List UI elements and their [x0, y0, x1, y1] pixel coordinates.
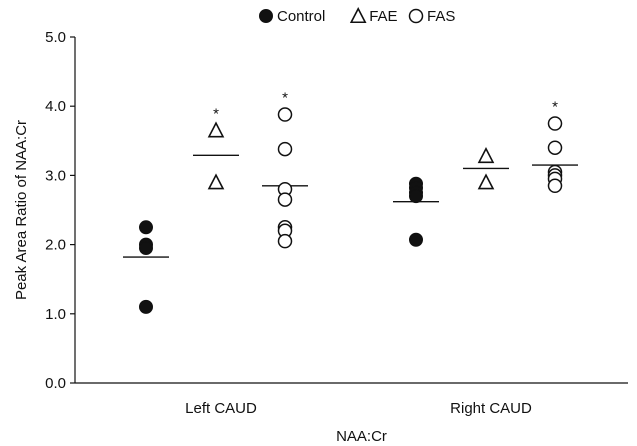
legend-label-fas: FAS: [427, 8, 455, 25]
significance-marker: *: [282, 90, 288, 107]
y-tick-label: 5.0: [45, 29, 66, 46]
data-point-fas: [277, 192, 293, 207]
significance-markers: * * *: [213, 90, 558, 123]
data-point-fas: [547, 178, 563, 194]
legend-label-control: Control: [277, 8, 325, 25]
significance-marker: *: [552, 99, 558, 116]
mean-lines: [123, 154, 578, 258]
data-point-fas: [277, 141, 293, 157]
data-point-control: [139, 220, 153, 235]
legend-marker-control: [259, 9, 273, 23]
chart-legend: Control FAE FAS: [259, 7, 455, 25]
legend-label-fae: FAE: [369, 8, 397, 25]
data-point-fas: [277, 233, 293, 249]
x-axis-title: NAA:Cr: [336, 428, 387, 445]
significance-marker: *: [213, 105, 219, 122]
legend-marker-fae: [349, 7, 367, 24]
data-point-fae: [207, 173, 225, 190]
data-point-fas: [547, 116, 563, 131]
y-tick-label: 2.0: [45, 237, 66, 254]
data-point-fas: [547, 140, 563, 155]
x-category-label: Left CAUD: [185, 400, 257, 417]
data-point-fae: [477, 147, 495, 164]
data-point-control: [139, 241, 153, 256]
y-tick-label: 4.0: [45, 98, 66, 115]
data-points: [139, 107, 563, 314]
data-point-control: [139, 299, 153, 314]
y-tick-label: 0.0: [45, 375, 66, 392]
data-point-control: [409, 189, 423, 204]
y-tick-label: 3.0: [45, 167, 66, 184]
data-point-fas: [277, 107, 293, 122]
y-tick-label: 1.0: [45, 306, 66, 323]
data-point-fae: [207, 121, 225, 138]
legend-marker-fas: [408, 8, 424, 24]
chart-axes: 0.0 1.0 2.0 3.0 4.0 5.0 Peak Area Ratio of NAA…: [13, 29, 628, 445]
data-point-control: [409, 232, 423, 247]
y-axis-title: Peak Area Ratio of NAA:Cr: [13, 120, 30, 300]
x-category-label: Right CAUD: [450, 400, 532, 417]
data-point-fae: [477, 173, 495, 190]
